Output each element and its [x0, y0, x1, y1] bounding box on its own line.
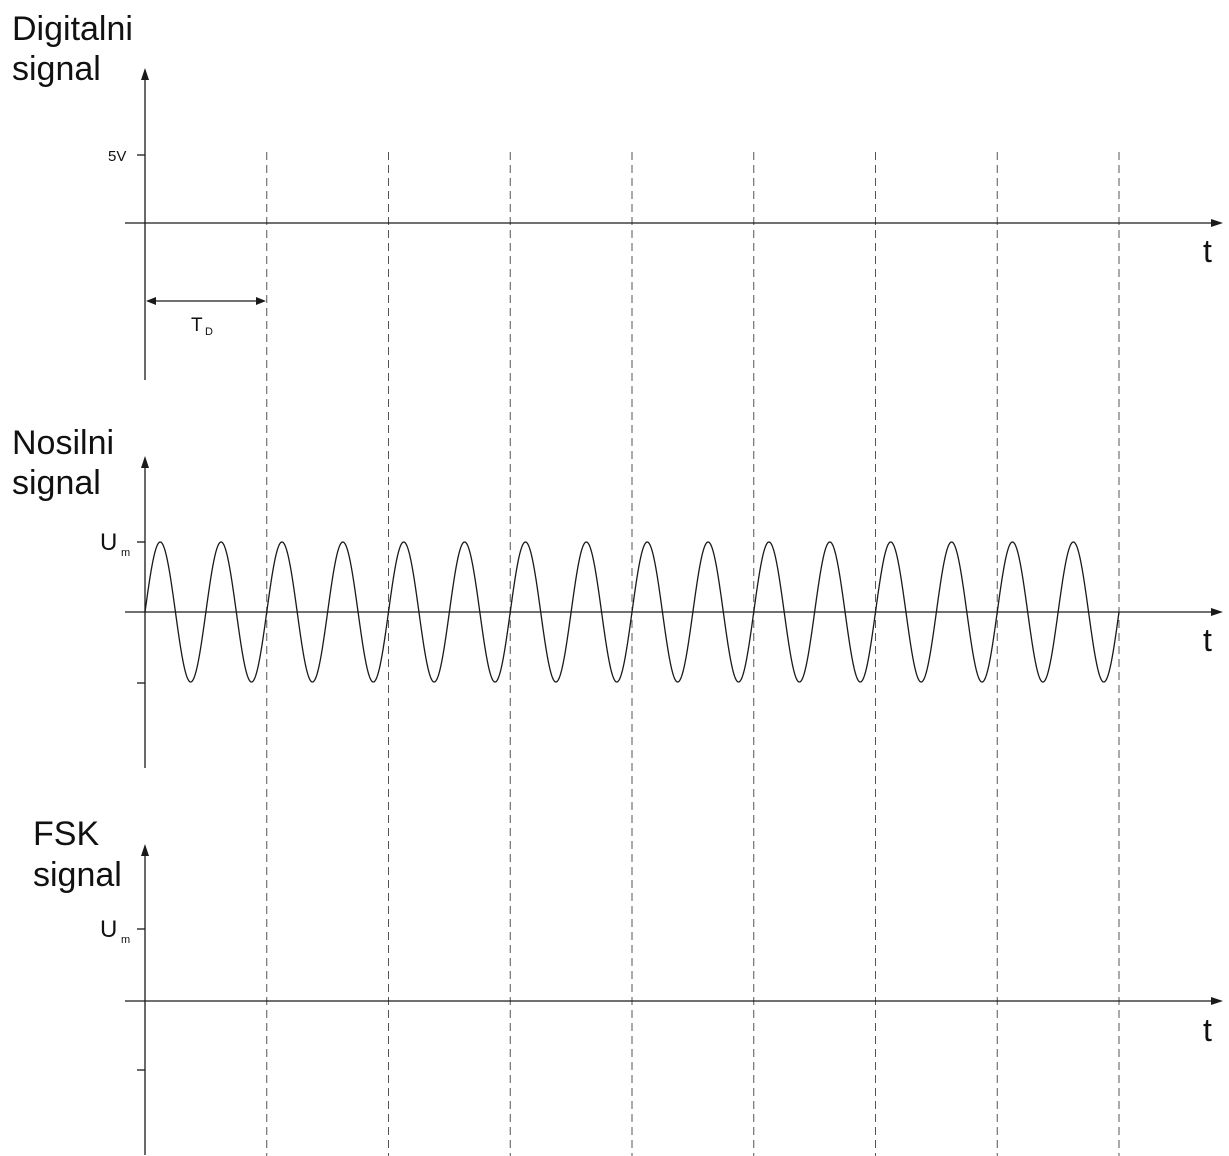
period-arrow-right: [256, 297, 266, 305]
fsk-um-subscript: m: [121, 934, 130, 946]
carrier-y-axis-arrow: [141, 456, 149, 468]
digital-title-line1: Digitalni: [12, 10, 133, 48]
fsk-um-label: U: [100, 916, 117, 943]
digital-y-axis-arrow: [141, 68, 149, 80]
fsk-signal-panel: FSK signal t U m: [33, 815, 1223, 1155]
carrier-title-line1: Nosilni: [12, 424, 114, 462]
digital-t-label: t: [1203, 233, 1212, 269]
fsk-title-line2: signal: [33, 856, 122, 894]
digital-t-axis-arrow: [1211, 219, 1223, 227]
carrier-t-label: t: [1203, 622, 1212, 658]
carrier-sine-wave: [144, 541, 1120, 683]
carrier-title-line2: signal: [12, 464, 101, 502]
period-arrow-left: [146, 297, 156, 305]
digital-title-line2: signal: [12, 50, 101, 88]
carrier-um-subscript: m: [121, 547, 130, 559]
fsk-t-label: t: [1203, 1012, 1212, 1048]
period-label: T: [191, 315, 203, 336]
carrier-signal-panel: Nosilni signal t U m: [12, 424, 1223, 768]
digital-5v-label: 5V: [108, 148, 126, 165]
period-label-subscript: D: [205, 326, 213, 338]
digital-signal-panel: Digitalni signal t 5V T D: [12, 10, 1223, 380]
fsk-t-axis-arrow: [1211, 997, 1223, 1005]
carrier-t-axis-arrow: [1211, 608, 1223, 616]
fsk-title-line1: FSK: [33, 815, 99, 853]
bit-boundary-gridlines: [266, 152, 1120, 1156]
fsk-y-axis-arrow: [141, 844, 149, 856]
carrier-um-label: U: [100, 529, 117, 556]
